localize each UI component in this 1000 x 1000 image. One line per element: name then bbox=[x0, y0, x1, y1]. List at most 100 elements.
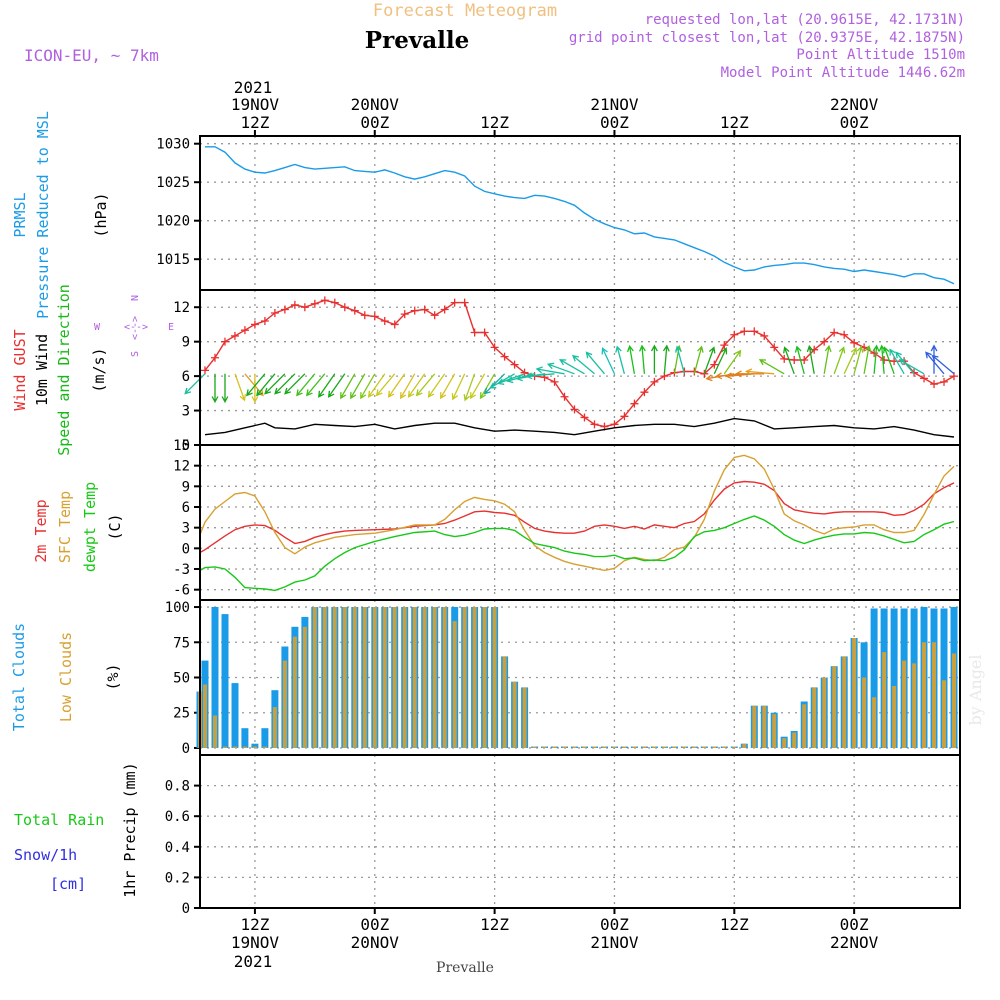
wind-arrow bbox=[806, 344, 815, 374]
bar bbox=[213, 715, 217, 748]
wind-arrow bbox=[882, 346, 895, 375]
clouds-title-total: Total Clouds bbox=[10, 623, 28, 731]
wind-arrow bbox=[256, 373, 276, 397]
bar bbox=[702, 746, 707, 748]
gust-marker bbox=[560, 392, 569, 401]
wind-arrow bbox=[863, 344, 872, 374]
wind-arrow bbox=[340, 373, 356, 400]
panel-frame bbox=[199, 135, 961, 291]
bar bbox=[602, 746, 607, 748]
precip-title-rain: Total Rain bbox=[14, 811, 104, 829]
gust-marker bbox=[220, 337, 229, 346]
gust-marker bbox=[740, 327, 749, 336]
gust-marker bbox=[490, 343, 499, 352]
gust-marker bbox=[820, 337, 829, 346]
grid-point-coords: grid point closest lon,lat (20.9375E, 42… bbox=[569, 30, 965, 46]
wind-arrow bbox=[794, 345, 805, 374]
bar bbox=[462, 607, 467, 748]
bar bbox=[432, 607, 437, 748]
bar bbox=[252, 746, 257, 748]
bar bbox=[251, 743, 259, 748]
bar bbox=[272, 707, 277, 748]
wind-arrow bbox=[558, 359, 585, 375]
bar bbox=[890, 608, 898, 748]
compass-north: N bbox=[130, 295, 141, 301]
bottom-hour-label: 12Z bbox=[720, 915, 749, 934]
bar bbox=[582, 746, 587, 748]
wind-arrow bbox=[535, 366, 565, 375]
wind-arrow bbox=[693, 345, 704, 374]
precip-title-snow: Snow/1h bbox=[14, 846, 77, 864]
gust-marker bbox=[610, 420, 619, 429]
gust-marker bbox=[400, 310, 409, 319]
bar bbox=[642, 746, 647, 748]
series-sfc-temp bbox=[199, 454, 955, 572]
gust-marker bbox=[360, 311, 369, 320]
gust-marker bbox=[430, 311, 439, 320]
bar bbox=[482, 607, 487, 748]
gust-marker bbox=[410, 306, 419, 315]
wind-arrow bbox=[327, 373, 346, 398]
bar bbox=[692, 746, 697, 748]
gust-marker bbox=[210, 353, 219, 362]
gust-marker bbox=[590, 420, 599, 429]
gust-marker bbox=[550, 377, 559, 386]
gust-marker bbox=[300, 303, 309, 312]
bar bbox=[512, 681, 517, 748]
wind-arrow bbox=[367, 373, 386, 398]
wind-arrow bbox=[375, 373, 396, 397]
bar bbox=[292, 636, 297, 748]
wind-arrow bbox=[843, 347, 858, 375]
wind-arrow bbox=[675, 345, 686, 374]
bar bbox=[712, 746, 717, 748]
bar bbox=[532, 746, 537, 748]
wind-arrow bbox=[723, 349, 742, 375]
top-hour-label: 00Z bbox=[840, 113, 869, 132]
temp-title-sfc: SFC Temp bbox=[56, 491, 74, 563]
bar bbox=[812, 687, 817, 748]
bar bbox=[562, 746, 567, 748]
wind-arrow bbox=[662, 344, 670, 374]
gust-marker bbox=[930, 380, 939, 389]
ytick-label: -3 bbox=[173, 562, 190, 578]
bar bbox=[572, 746, 577, 748]
wind-arrow bbox=[931, 354, 955, 375]
wind-ylabel: (m/s) bbox=[90, 347, 108, 392]
gust-marker bbox=[350, 306, 359, 315]
wind-arrow bbox=[387, 373, 406, 398]
top-hour-label: 00Z bbox=[360, 113, 389, 132]
bar bbox=[203, 684, 207, 748]
series-10m-wind bbox=[204, 417, 955, 438]
bar bbox=[522, 687, 527, 748]
gust-marker bbox=[710, 360, 719, 369]
pressure-title-msl: Pressure Reduced to MSL bbox=[34, 111, 52, 319]
bar bbox=[211, 607, 219, 748]
wind-arrow bbox=[360, 373, 376, 400]
ytick-label: 12 bbox=[173, 459, 190, 475]
gust-marker bbox=[500, 352, 509, 361]
top-date-label: 21NOV bbox=[590, 95, 639, 114]
ytick-label: 3 bbox=[182, 404, 190, 420]
gust-marker bbox=[420, 305, 429, 314]
bar bbox=[932, 642, 936, 748]
bar bbox=[242, 746, 247, 748]
wind-arrow bbox=[853, 345, 864, 374]
clouds-panel: 0 25 50 75 100 bbox=[165, 599, 961, 757]
bar bbox=[322, 607, 327, 748]
temp-title-dewpt: dewpt Temp bbox=[81, 482, 99, 572]
ytick-label: 100 bbox=[165, 600, 190, 616]
bottom-hour-label: 00Z bbox=[840, 915, 869, 934]
gust-marker bbox=[480, 328, 489, 337]
bottom-date-label: 22NOV bbox=[830, 933, 879, 952]
bar bbox=[233, 746, 237, 748]
bar bbox=[402, 607, 407, 748]
bar bbox=[822, 677, 827, 748]
wind-arrow bbox=[400, 373, 416, 400]
bottom-hour-label: 12Z bbox=[240, 915, 269, 934]
bar bbox=[262, 746, 267, 748]
wind-arrow bbox=[483, 373, 506, 395]
wind-arrow bbox=[479, 373, 496, 400]
wind-arrow bbox=[650, 344, 658, 374]
compass-ns-arrow: <--> bbox=[130, 316, 141, 340]
